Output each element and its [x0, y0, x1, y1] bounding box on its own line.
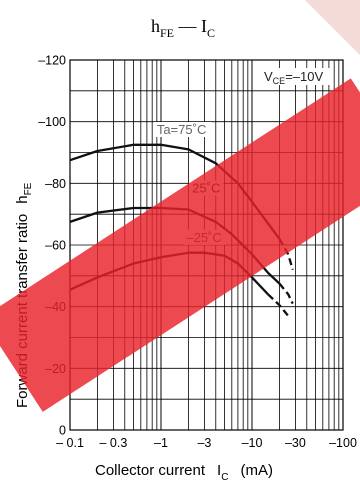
- y-label-symbol-sub: FE: [23, 182, 34, 195]
- chart-title: hFE — IC: [151, 16, 215, 40]
- title-main-sub: FE: [160, 26, 174, 40]
- vce-value: =–10V: [285, 69, 323, 84]
- x-label-symbol-sub: C: [221, 472, 228, 483]
- y-tick-label: –120: [38, 54, 66, 68]
- x-label-unit: (mA): [240, 462, 273, 479]
- x-tick-label: – 0.3: [100, 436, 128, 450]
- x-tick-label: –10: [242, 436, 263, 450]
- watermark: [0, 0, 360, 412]
- x-tick-label: –1: [154, 436, 168, 450]
- series-dashed-line: [278, 282, 294, 305]
- x-tick-label: –30: [285, 436, 306, 450]
- plot-frame: [69, 59, 344, 431]
- x-tick-label: –3: [197, 436, 211, 450]
- vce-annotation-text: VCE=–10V: [264, 69, 323, 86]
- x-label-symbol: I: [217, 462, 221, 479]
- y-tick-label: –80: [45, 177, 66, 191]
- watermark-corner: [305, 0, 360, 55]
- title-main: h: [151, 16, 160, 36]
- y-tick-label: 0: [59, 424, 66, 438]
- series-dashed-line: [267, 293, 290, 317]
- title-right-sub: C: [207, 26, 215, 40]
- y-tick-label: –100: [38, 115, 66, 129]
- vce-annotation: VCE=–10V: [262, 68, 332, 86]
- title-right: I: [201, 16, 207, 36]
- y-label-symbol: h: [14, 195, 31, 203]
- vce-main: V: [264, 69, 273, 84]
- x-axis-label: Collector current IC (mA): [95, 462, 273, 483]
- y-tick-label: –60: [45, 239, 66, 253]
- x-tick-label: –100: [329, 436, 357, 450]
- vce-annotation-bg: [262, 68, 332, 85]
- title-sep: —: [174, 16, 201, 36]
- series-label-bg: [153, 122, 212, 137]
- series-label: Ta=75˚C: [157, 122, 207, 137]
- watermark-band: [0, 78, 360, 412]
- vce-sub: CE: [273, 76, 286, 86]
- x-tick-label: – 0.1: [56, 436, 84, 450]
- x-label-text: Collector current: [95, 462, 206, 479]
